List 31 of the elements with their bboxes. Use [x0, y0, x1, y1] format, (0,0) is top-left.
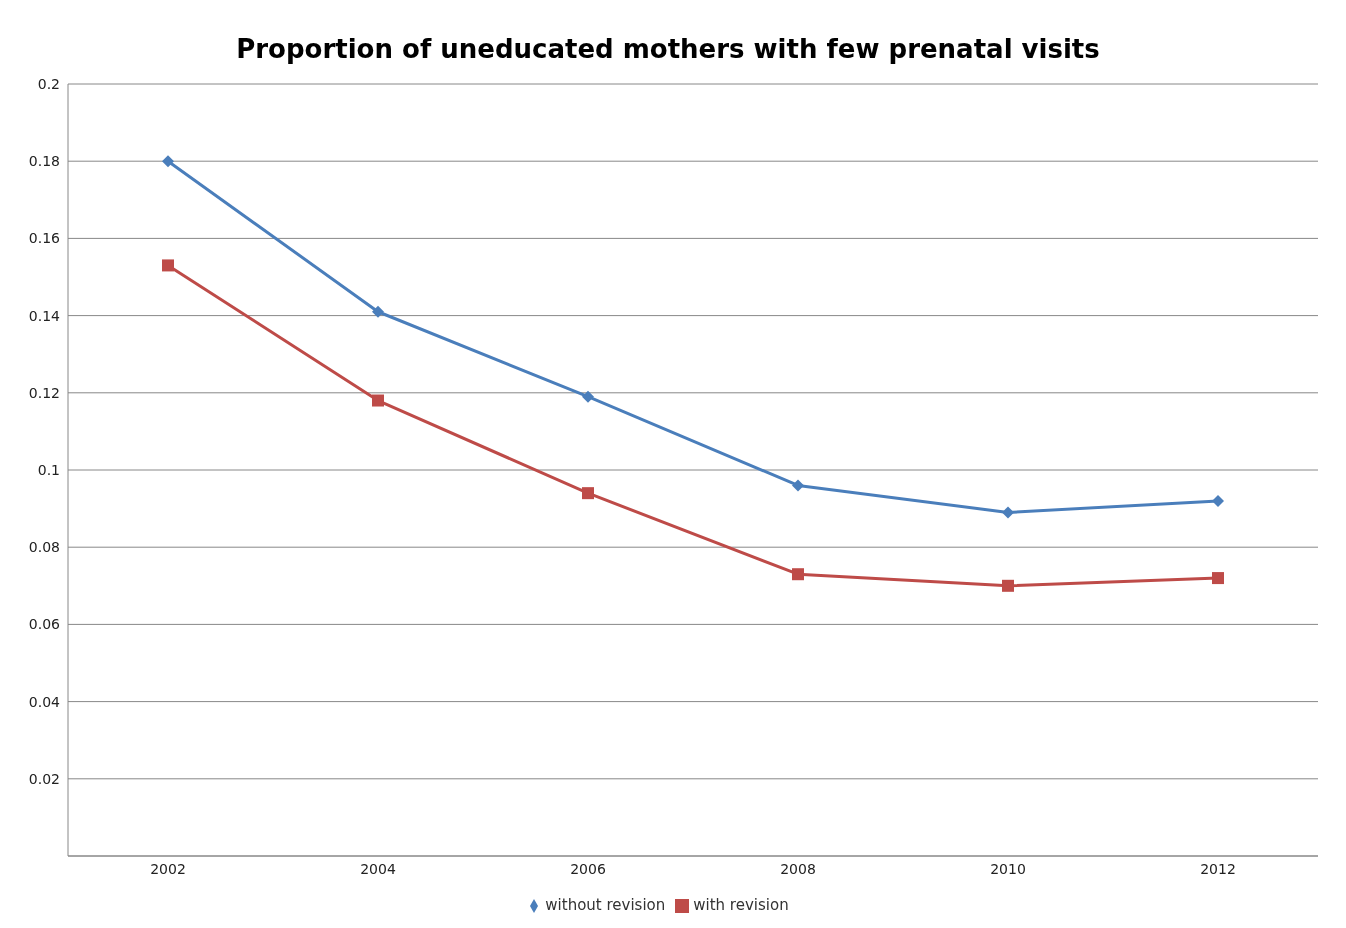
chart-title: Proportion of uneducated mothers with few prenatal visits — [235, 33, 1101, 64]
x-tick-label: 2006 — [570, 860, 606, 877]
legend-label: without revision — [545, 896, 666, 914]
y-tick-label: 0.08 — [28, 539, 60, 556]
x-tick-label: 2010 — [990, 860, 1026, 877]
y-tick-label: 0.06 — [28, 616, 61, 633]
point — [792, 479, 804, 492]
y-tick-label: 0.1 — [37, 461, 60, 478]
x-tick-label: 2008 — [780, 860, 816, 877]
y-tick-label: 0.2 — [37, 75, 60, 92]
point — [582, 487, 594, 500]
point — [792, 568, 804, 581]
y-tick-label: 0.16 — [28, 230, 61, 247]
x-tick-label: 2002 — [150, 860, 186, 877]
y-tick-label: 0.02 — [28, 770, 60, 787]
x-tick-label: 2004 — [360, 860, 396, 877]
point — [162, 155, 174, 168]
y-tick-label: 0.18 — [28, 153, 60, 170]
point — [372, 394, 384, 407]
y-tick-label: 0.14 — [28, 307, 61, 324]
y-tick-label: 0.12 — [28, 384, 60, 401]
point — [1002, 579, 1014, 592]
point — [582, 390, 594, 403]
point — [1002, 506, 1014, 519]
y-tick-label: 0.04 — [28, 693, 61, 710]
x-tick-label: 2012 — [1200, 860, 1236, 877]
point — [162, 259, 174, 272]
point — [1212, 572, 1224, 585]
legend-label: with revision — [693, 896, 789, 914]
point — [1212, 494, 1224, 507]
point — [372, 305, 384, 318]
